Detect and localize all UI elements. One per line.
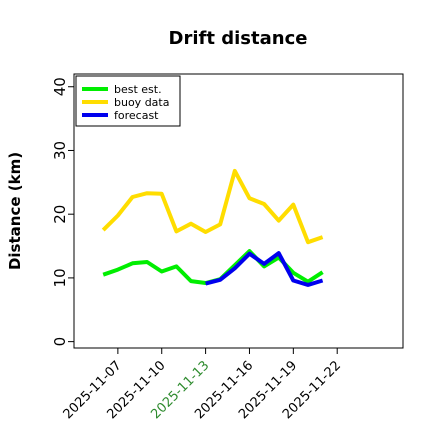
legend-label-forecast: forecast xyxy=(114,109,159,122)
y-tick-label: 10 xyxy=(51,268,69,287)
x-axis-ticks: 2025-11-072025-11-102025-11-132025-11-16… xyxy=(61,348,344,422)
series-line-forecast xyxy=(205,251,324,287)
y-tick-label: 20 xyxy=(51,205,69,224)
legend-label-best-est: best est. xyxy=(114,83,162,96)
chart-title: Drift distance xyxy=(169,28,308,49)
legend-label-buoy-data: buoy data xyxy=(114,96,169,109)
series-line-buoy-data xyxy=(101,168,324,245)
y-tick-label: 40 xyxy=(51,77,69,96)
y-tick-label: 30 xyxy=(51,141,69,160)
series-layer xyxy=(101,168,324,287)
y-axis-label: Distance (km) xyxy=(6,152,24,270)
legend: best est. buoy data forecast xyxy=(75,75,181,127)
y-tick-label: 0 xyxy=(51,337,69,347)
y-axis-ticks: 0 10 20 30 40 xyxy=(51,77,74,346)
